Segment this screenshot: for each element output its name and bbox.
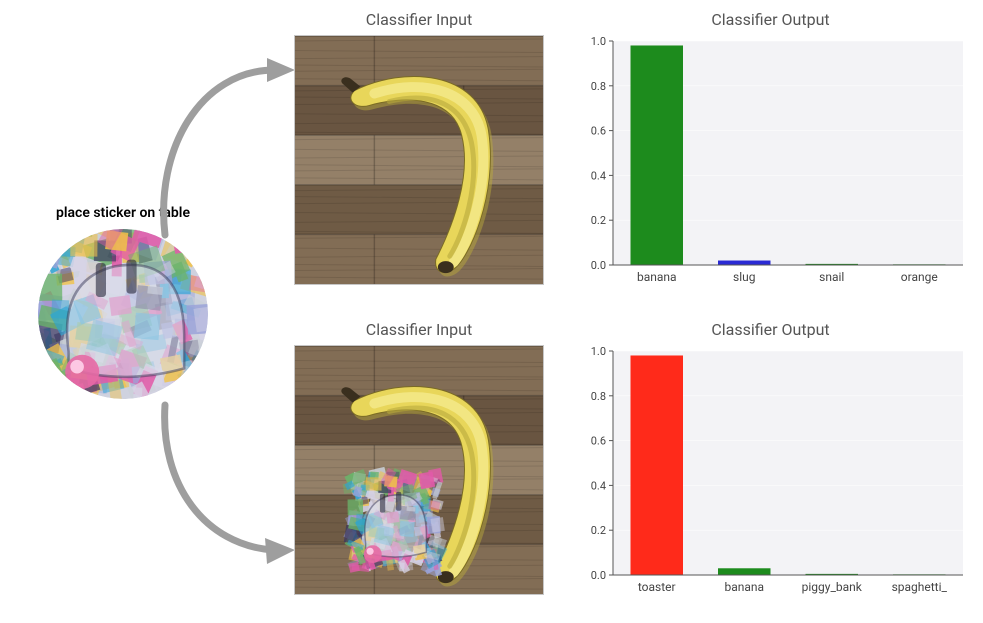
- svg-text:slug: slug: [733, 270, 755, 284]
- bottom-input-image: [294, 345, 544, 595]
- top-bar-chart: 0.0 0.2 0.4 0.6 0.8 1.0 banana slug snail orange: [571, 35, 971, 295]
- bottom-bar-chart: 0.0 0.2 0.4 0.6 0.8 1.0 toaster banana piggy_ban…: [571, 345, 971, 605]
- svg-text:snail: snail: [819, 270, 844, 284]
- arrow-bottom: [145, 400, 305, 580]
- svg-text:1.0: 1.0: [590, 345, 605, 358]
- bottom-input-panel: Classifier Input: [285, 320, 553, 620]
- top-output-title: Classifier Output: [711, 10, 829, 29]
- bottom-row: Classifier Input Classifier Output 0.00.…: [285, 320, 978, 620]
- bottom-output-title: Classifier Output: [711, 320, 829, 339]
- svg-text:0.6: 0.6: [590, 435, 605, 448]
- top-output-panel: Classifier Output 0.0 0.2 0.4 0.6 0.8 1.0 bana…: [563, 10, 978, 310]
- svg-text:banana: banana: [636, 270, 676, 284]
- svg-text:banana: banana: [724, 580, 764, 594]
- svg-text:orange: orange: [900, 270, 937, 284]
- svg-text:0.2: 0.2: [590, 214, 605, 227]
- top-row: Classifier Input Classifier Output 0.00.…: [285, 10, 978, 310]
- svg-text:0.0: 0.0: [590, 259, 605, 272]
- svg-text:0.8: 0.8: [590, 390, 605, 403]
- top-input-panel: Classifier Input: [285, 10, 553, 310]
- bottom-output-panel: Classifier Output 0.0 0.2 0.4 0.6 0.8 1.0 toas…: [563, 320, 978, 620]
- svg-text:toaster: toaster: [637, 580, 675, 594]
- svg-text:piggy_bank: piggy_bank: [801, 580, 862, 594]
- bottom-input-title: Classifier Input: [366, 320, 472, 339]
- top-input-image: [294, 35, 544, 285]
- svg-text:0.2: 0.2: [590, 524, 605, 537]
- adversarial-patch-image: [38, 229, 208, 399]
- svg-text:0.4: 0.4: [590, 169, 605, 182]
- sticker-column: place sticker on table: [8, 205, 238, 399]
- svg-text:spaghetti_: spaghetti_: [891, 580, 947, 594]
- svg-text:0.8: 0.8: [590, 80, 605, 93]
- svg-text:1.0: 1.0: [590, 35, 605, 48]
- svg-text:0.6: 0.6: [590, 125, 605, 138]
- svg-text:0.0: 0.0: [590, 569, 605, 582]
- top-input-title: Classifier Input: [366, 10, 472, 29]
- svg-text:0.4: 0.4: [590, 479, 605, 492]
- sticker-label: place sticker on table: [8, 205, 238, 221]
